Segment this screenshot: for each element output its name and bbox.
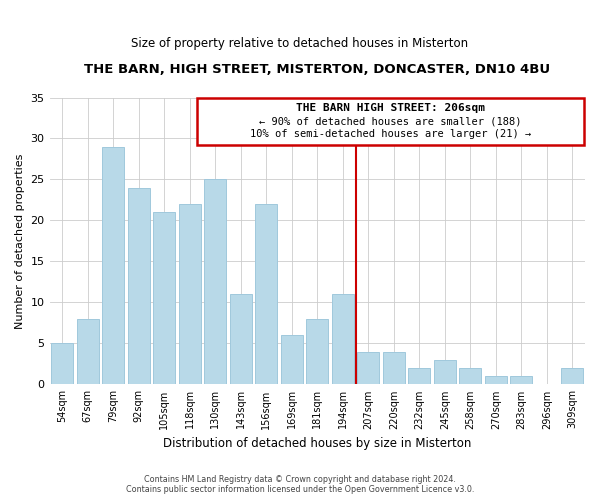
Bar [460, 368, 481, 384]
Bar [179, 204, 200, 384]
Bar [485, 376, 506, 384]
FancyBboxPatch shape [197, 98, 584, 145]
Bar [511, 376, 532, 384]
Bar [256, 204, 277, 384]
Text: 10% of semi-detached houses are larger (21) →: 10% of semi-detached houses are larger (… [250, 128, 531, 138]
Bar [383, 352, 404, 384]
Bar [230, 294, 251, 384]
Bar [77, 319, 98, 384]
Bar [358, 352, 379, 384]
Text: THE BARN HIGH STREET: 206sqm: THE BARN HIGH STREET: 206sqm [296, 103, 485, 113]
Bar [128, 188, 149, 384]
Bar [307, 319, 328, 384]
Text: Contains HM Land Registry data © Crown copyright and database right 2024.: Contains HM Land Registry data © Crown c… [144, 475, 456, 484]
Bar [332, 294, 353, 384]
X-axis label: Distribution of detached houses by size in Misterton: Distribution of detached houses by size … [163, 437, 472, 450]
Text: Size of property relative to detached houses in Misterton: Size of property relative to detached ho… [131, 38, 469, 51]
Text: Contains public sector information licensed under the Open Government Licence v3: Contains public sector information licen… [126, 485, 474, 494]
Y-axis label: Number of detached properties: Number of detached properties [15, 154, 25, 328]
Bar [562, 368, 583, 384]
Text: ← 90% of detached houses are smaller (188): ← 90% of detached houses are smaller (18… [259, 116, 522, 126]
Bar [434, 360, 455, 384]
Bar [52, 344, 73, 384]
Bar [205, 180, 226, 384]
Bar [103, 146, 124, 384]
Title: THE BARN, HIGH STREET, MISTERTON, DONCASTER, DN10 4BU: THE BARN, HIGH STREET, MISTERTON, DONCAS… [84, 62, 550, 76]
Bar [281, 335, 302, 384]
Bar [409, 368, 430, 384]
Bar [154, 212, 175, 384]
